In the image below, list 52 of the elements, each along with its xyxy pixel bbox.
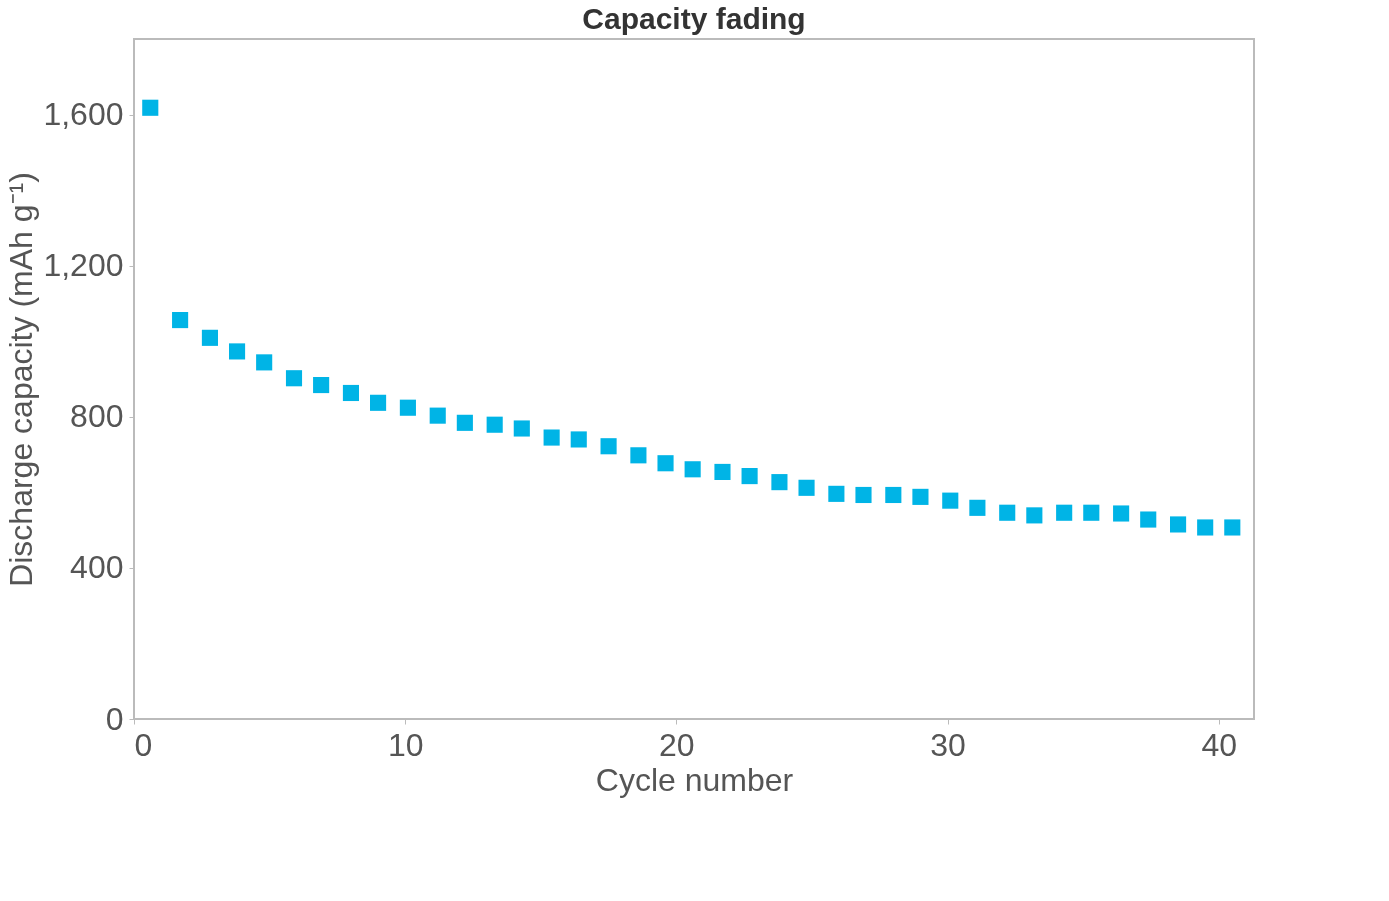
point bbox=[771, 474, 788, 491]
y-tick-label: 1,600 bbox=[43, 96, 124, 133]
point bbox=[1056, 504, 1073, 521]
point bbox=[1026, 507, 1043, 524]
point bbox=[942, 492, 959, 509]
point bbox=[456, 414, 473, 431]
point bbox=[855, 486, 872, 504]
y-tick-label: 400 bbox=[70, 549, 124, 586]
point bbox=[256, 354, 273, 371]
point bbox=[429, 407, 446, 424]
point bbox=[684, 461, 701, 478]
y-tick-label: 800 bbox=[70, 398, 124, 435]
point bbox=[399, 399, 416, 416]
x-tick-label: 20 bbox=[659, 726, 695, 763]
point bbox=[142, 99, 159, 116]
chart-title: Capacity fading bbox=[582, 2, 806, 35]
point bbox=[285, 370, 303, 387]
point bbox=[1113, 505, 1130, 522]
point bbox=[313, 376, 330, 394]
point bbox=[1170, 516, 1187, 533]
point bbox=[714, 463, 731, 480]
point bbox=[370, 394, 387, 411]
point bbox=[630, 447, 647, 464]
point bbox=[486, 416, 503, 433]
x-tick-label: 40 bbox=[1201, 726, 1238, 763]
y-tick-label: 0 bbox=[105, 700, 124, 737]
x-tick-label: 10 bbox=[387, 726, 424, 763]
point bbox=[969, 499, 986, 516]
y-axis-title: Discharge capacity (mAh g⁻¹) bbox=[3, 172, 40, 587]
y-tick-label: 1,200 bbox=[43, 247, 124, 284]
point bbox=[912, 488, 929, 505]
point bbox=[1083, 504, 1100, 521]
point bbox=[885, 486, 902, 504]
point bbox=[342, 384, 360, 402]
x-axis-title: Cycle number bbox=[595, 761, 794, 798]
point bbox=[228, 343, 246, 360]
point bbox=[570, 431, 587, 448]
point bbox=[201, 329, 218, 346]
point bbox=[1224, 519, 1241, 536]
point bbox=[1140, 511, 1157, 528]
point bbox=[513, 420, 530, 437]
point bbox=[1197, 519, 1214, 536]
point bbox=[741, 468, 758, 485]
point bbox=[657, 455, 674, 472]
x-tick-label: 30 bbox=[930, 726, 966, 763]
point bbox=[543, 429, 560, 446]
point bbox=[999, 504, 1016, 521]
point bbox=[828, 485, 845, 502]
point bbox=[600, 438, 617, 455]
x-tick-label: 0 bbox=[134, 726, 153, 763]
point bbox=[798, 479, 815, 496]
point bbox=[172, 312, 189, 329]
